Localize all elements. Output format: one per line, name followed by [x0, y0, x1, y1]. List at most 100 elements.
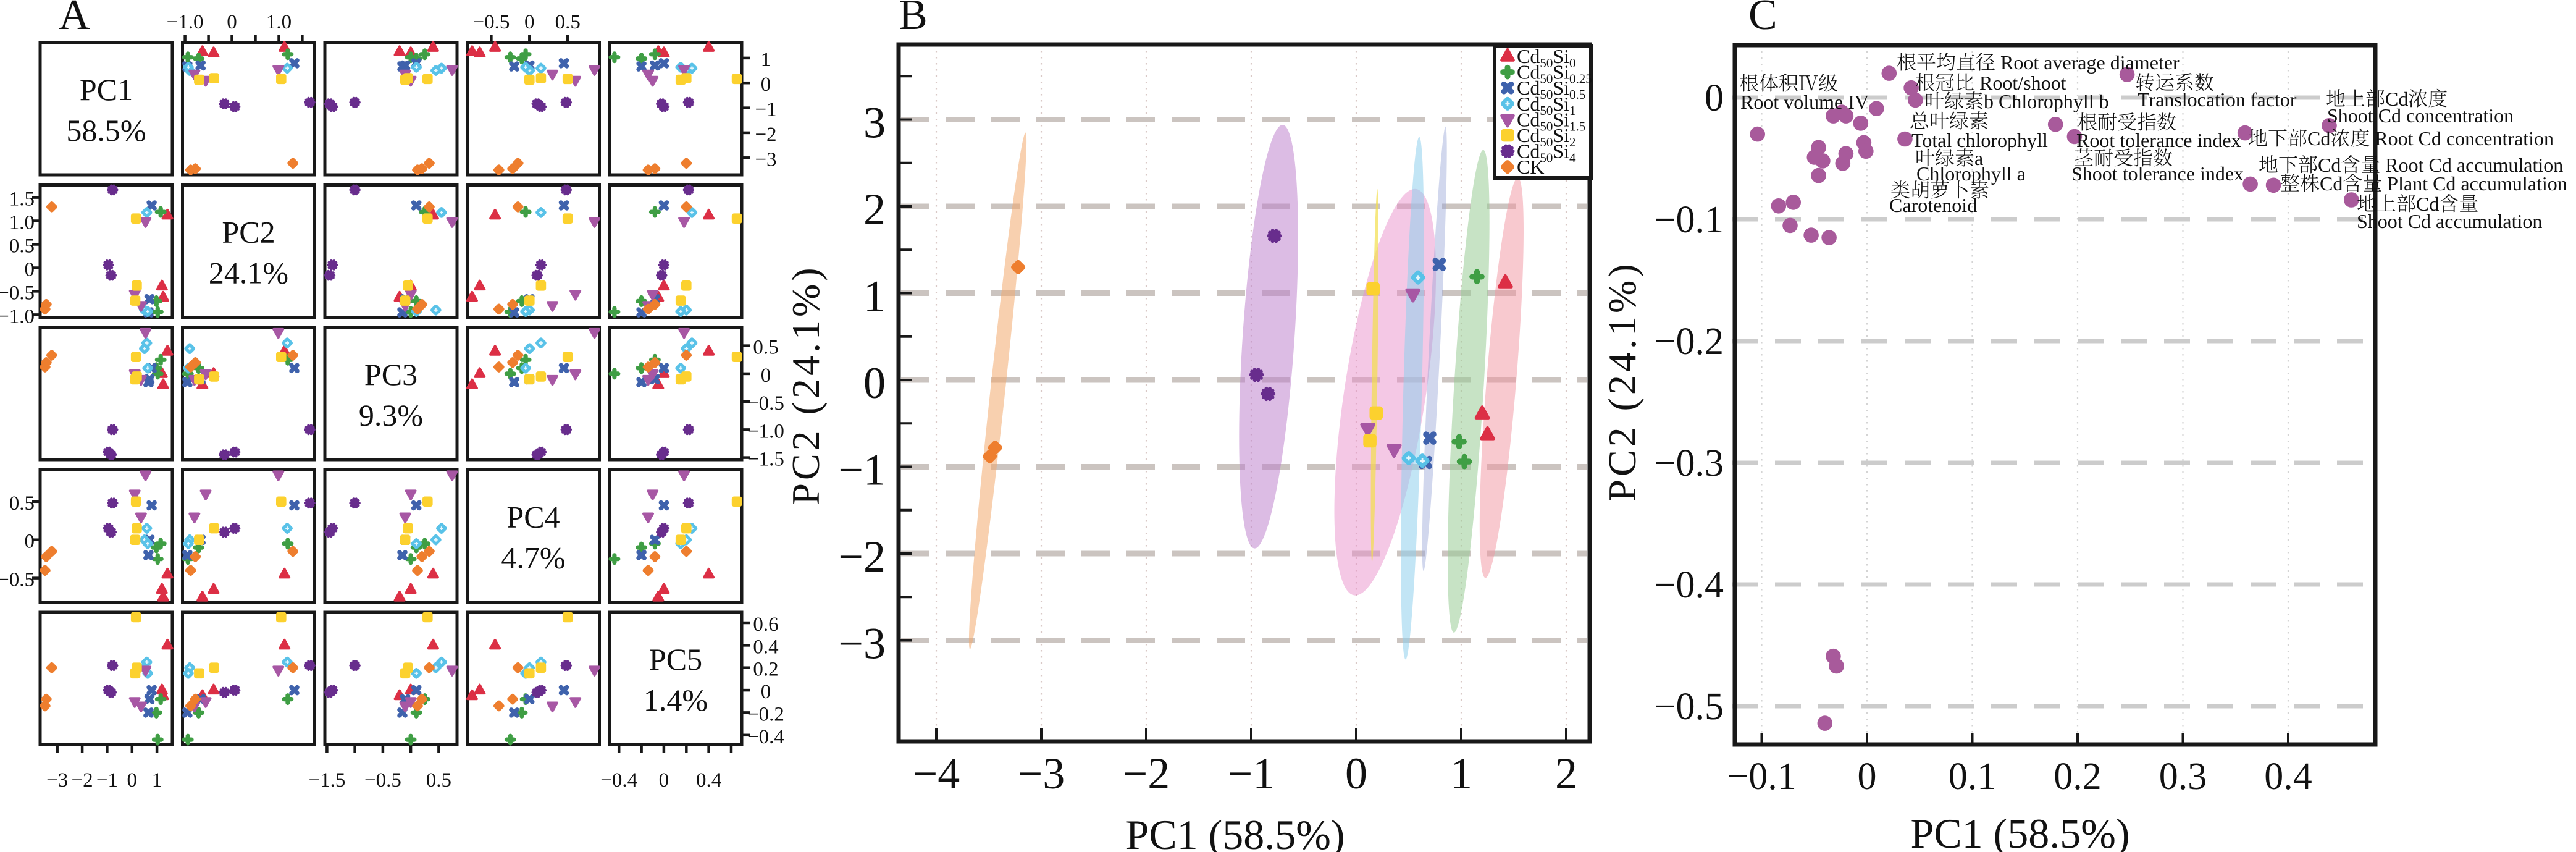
svg-text:1: 1: [1450, 749, 1472, 798]
svg-text:Shoot Cd accumulation: Shoot Cd accumulation: [2357, 210, 2542, 232]
svg-text:2: 2: [1555, 749, 1577, 798]
svg-text:PC1: PC1: [80, 72, 133, 107]
svg-text:0.5: 0.5: [555, 11, 581, 33]
svg-text:0: 0: [761, 681, 771, 703]
svg-text:−4: −4: [913, 749, 960, 798]
svg-text:Root tolerance index: Root tolerance index: [2076, 129, 2241, 151]
svg-text:−0.4: −0.4: [600, 769, 637, 791]
svg-text:0.2: 0.2: [2054, 756, 2102, 798]
svg-text:PC3: PC3: [364, 357, 417, 392]
svg-text:−3: −3: [46, 769, 68, 791]
svg-text:−1.0: −1.0: [0, 305, 35, 327]
svg-text:0: 0: [227, 11, 237, 33]
svg-text:Cd: Cd: [2385, 88, 2408, 110]
svg-text:1: 1: [761, 49, 771, 71]
svg-text:−2: −2: [1123, 749, 1170, 798]
svg-text:0: 0: [863, 358, 886, 408]
svg-text:0: 0: [1705, 77, 1724, 119]
svg-text:0.4: 0.4: [2264, 756, 2312, 798]
svg-text:−2: −2: [838, 532, 886, 581]
svg-text:0.4: 0.4: [696, 769, 721, 791]
svg-text:Cd50Si0.25: Cd50Si0.25: [1517, 61, 1592, 86]
svg-text:A: A: [59, 0, 90, 39]
svg-text:−3: −3: [1018, 749, 1065, 798]
svg-text:1.4%: 1.4%: [644, 683, 708, 717]
svg-text:0: 0: [659, 769, 669, 791]
svg-text:−3: −3: [755, 148, 776, 171]
svg-text:0: 0: [25, 531, 35, 553]
svg-text:−1: −1: [1228, 749, 1275, 798]
svg-text:C: C: [1748, 0, 1777, 39]
svg-text:PC2: PC2: [222, 215, 275, 250]
svg-text:0: 0: [1858, 756, 1877, 798]
svg-text:0.1: 0.1: [1949, 756, 1997, 798]
svg-text:−0.5: −0.5: [0, 569, 35, 591]
svg-text:−0.4: −0.4: [747, 726, 784, 748]
svg-text:Cd50Si1: Cd50Si1: [1517, 93, 1576, 118]
svg-text:Root/shoot: Root/shoot: [1974, 72, 2066, 94]
svg-text:−0.5: −0.5: [364, 769, 401, 791]
svg-text:0: 0: [25, 259, 35, 281]
svg-text:Cd: Cd: [2320, 172, 2343, 195]
svg-text:PC2 (24.1%): PC2 (24.1%): [1600, 261, 1644, 501]
svg-text:−2: −2: [72, 769, 93, 791]
svg-text:0.6: 0.6: [753, 614, 778, 636]
svg-text:0.5: 0.5: [9, 492, 35, 515]
svg-text:Cd: Cd: [2307, 127, 2330, 150]
svg-text:3: 3: [863, 98, 886, 148]
svg-text:−0.4: −0.4: [1655, 564, 1724, 606]
svg-text:−1.5: −1.5: [747, 449, 784, 471]
svg-text:−0.2: −0.2: [747, 703, 784, 725]
svg-text:PC5: PC5: [649, 642, 702, 677]
svg-text:Cd: Cd: [2318, 154, 2341, 176]
svg-text:1.0: 1.0: [9, 212, 35, 234]
svg-text:−1.0: −1.0: [747, 420, 784, 442]
svg-text:−1: −1: [838, 445, 886, 495]
svg-text:0.5: 0.5: [9, 235, 35, 258]
svg-text:Plant Cd accumulation: Plant Cd accumulation: [2382, 172, 2567, 195]
svg-text:B: B: [899, 0, 928, 39]
svg-text:58.5%: 58.5%: [66, 113, 146, 148]
svg-text:b Chlorophyll b: b Chlorophyll b: [1984, 90, 2109, 112]
svg-text:Chlorophyll a: Chlorophyll a: [1916, 162, 2026, 185]
svg-text:−1.5: −1.5: [308, 769, 345, 791]
svg-text:−0.1: −0.1: [1655, 199, 1724, 241]
svg-text:Root volume IV: Root volume IV: [1740, 91, 1869, 113]
svg-text:Total chlorophyll: Total chlorophyll: [1911, 129, 2048, 151]
svg-text:−1.0: −1.0: [167, 11, 204, 33]
svg-text:0.4: 0.4: [753, 636, 778, 658]
svg-text:Cd: Cd: [2416, 193, 2439, 215]
svg-text:Carotenoid: Carotenoid: [1889, 194, 1977, 216]
svg-text:−0.3: −0.3: [1655, 442, 1724, 484]
svg-text:CK: CK: [1517, 156, 1544, 178]
svg-text:0.5: 0.5: [753, 337, 778, 359]
svg-text:0.5: 0.5: [426, 769, 451, 791]
svg-text:−0.5: −0.5: [0, 282, 35, 304]
svg-text:PC2 (24.1%): PC2 (24.1%): [784, 264, 828, 505]
svg-text:0: 0: [761, 365, 771, 387]
svg-text:0.2: 0.2: [753, 659, 778, 681]
svg-text:Root Cd accumulation: Root Cd accumulation: [2380, 154, 2563, 176]
svg-text:4.7%: 4.7%: [501, 541, 565, 575]
svg-text:−1: −1: [755, 99, 776, 121]
svg-text:−0.5: −0.5: [472, 11, 510, 33]
svg-text:2: 2: [863, 185, 886, 234]
svg-text:9.3%: 9.3%: [359, 398, 423, 432]
svg-text:Translocation factor: Translocation factor: [2138, 88, 2297, 111]
svg-text:0: 0: [761, 74, 771, 96]
svg-text:Shoot tolerance index: Shoot tolerance index: [2071, 162, 2244, 185]
svg-text:1: 1: [863, 272, 886, 321]
svg-text:−3: −3: [838, 619, 886, 669]
svg-text:1.5: 1.5: [9, 188, 35, 211]
svg-text:1: 1: [152, 769, 162, 791]
svg-text:PC4: PC4: [506, 500, 560, 534]
svg-text:1.0: 1.0: [266, 11, 292, 33]
svg-text:−0.1: −0.1: [1727, 756, 1796, 798]
svg-text:PC1 (58.5%): PC1 (58.5%): [1125, 811, 1345, 852]
svg-text:0: 0: [1345, 749, 1367, 798]
svg-text:Root Cd concentration: Root Cd concentration: [2370, 127, 2554, 150]
svg-text:0: 0: [524, 11, 535, 33]
svg-text:−0.5: −0.5: [747, 392, 784, 415]
svg-text:Root average diameter: Root average diameter: [1995, 51, 2180, 74]
svg-text:0.3: 0.3: [2159, 756, 2207, 798]
